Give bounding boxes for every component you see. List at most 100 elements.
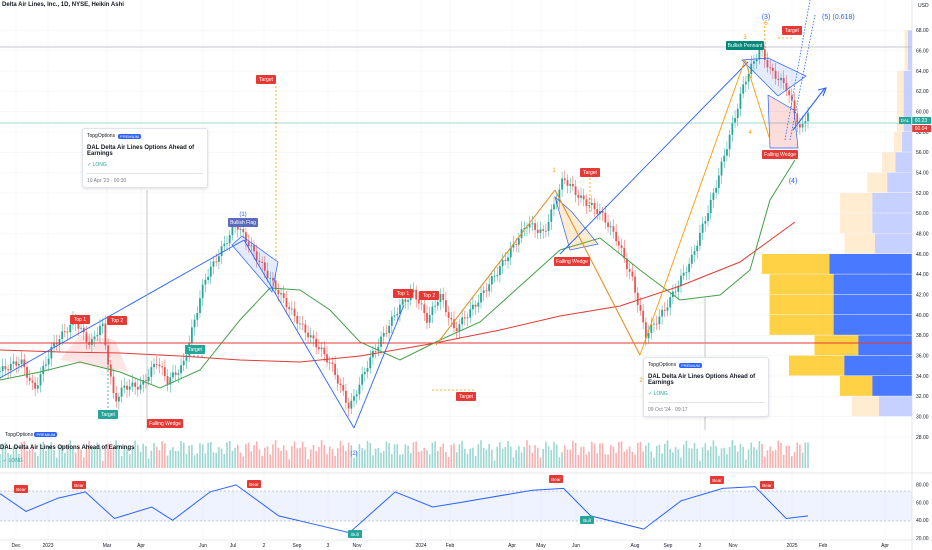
svg-text:Bear: Bear xyxy=(762,483,772,488)
volume-bar xyxy=(280,450,282,468)
volume-bar xyxy=(720,448,723,468)
candle-body xyxy=(193,319,196,328)
wave-1-label: (1) xyxy=(239,212,246,218)
volume-bar xyxy=(599,443,601,468)
target-label-2: Target xyxy=(580,168,600,177)
candle-body xyxy=(199,298,201,314)
volume-bar xyxy=(507,440,509,468)
target-label-3: Target xyxy=(456,392,476,401)
candle-body xyxy=(220,246,223,257)
volume-bar xyxy=(642,451,644,468)
annotation-labels: Top 1 Top 2 Top 1 Top 2 Target Target Ta… xyxy=(70,14,855,457)
candle-body xyxy=(245,232,247,243)
candle-body xyxy=(528,224,531,228)
volume-bar xyxy=(77,446,80,468)
candle-body xyxy=(228,234,231,244)
candle-body xyxy=(161,366,164,368)
volume-bar xyxy=(382,451,385,468)
candle-body xyxy=(123,385,126,388)
candle-body xyxy=(153,363,155,368)
idea-card-2[interactable]: TopgOptions PREMIUM DAL Delta Air Lines O… xyxy=(643,357,769,417)
price-tick-label: 40.00 xyxy=(916,313,929,319)
volume-bars xyxy=(0,440,809,468)
falling-wedge-label-2: Falling Wedge xyxy=(554,257,590,266)
volume-bar xyxy=(707,450,709,468)
volume-bar xyxy=(126,448,128,468)
candle-body xyxy=(9,363,12,371)
candle-body xyxy=(215,261,218,263)
profile-up xyxy=(840,213,873,234)
time-tick-label: 2025 xyxy=(786,543,797,549)
candle-body xyxy=(623,247,626,259)
volume-bar xyxy=(185,454,188,468)
volume-bar xyxy=(493,460,496,468)
volume-bar xyxy=(461,440,463,468)
candle-body xyxy=(326,354,328,363)
bullish-flag-shape xyxy=(231,235,279,293)
candle-body xyxy=(544,230,547,232)
candle-body xyxy=(172,372,174,378)
volume-bar xyxy=(680,457,682,468)
candle-body xyxy=(388,325,391,334)
candle-body xyxy=(377,346,380,352)
svg-text:Top 2: Top 2 xyxy=(111,318,123,324)
profile-down xyxy=(872,193,912,213)
candle-body xyxy=(280,293,282,295)
candle-body xyxy=(269,277,272,279)
price-tick-label: 60.00 xyxy=(916,109,929,115)
candle-body xyxy=(707,213,709,222)
candle-body xyxy=(509,247,512,258)
candle-body xyxy=(336,375,339,384)
volume-bar xyxy=(604,454,607,468)
candle-body xyxy=(717,175,720,188)
num-5-label: 5 xyxy=(764,21,768,27)
candle-body xyxy=(15,361,18,366)
svg-text:Bear: Bear xyxy=(249,482,259,487)
volume-bar xyxy=(699,460,701,468)
volume-bar xyxy=(207,442,209,468)
profile-down xyxy=(872,376,912,396)
candle-body xyxy=(736,108,739,119)
profile-up xyxy=(897,71,904,132)
volume-bar xyxy=(726,454,728,468)
rsi-pane: Bear Bear Bear Bear Bear Bear Bull Bull … xyxy=(0,472,932,542)
svg-text:Bullish Flag: Bullish Flag xyxy=(230,220,256,226)
candle-body xyxy=(634,276,636,293)
candle-body xyxy=(569,183,572,186)
time-tick-label: Mar xyxy=(103,543,112,549)
volume-bar xyxy=(577,455,580,468)
svg-text:Bear: Bear xyxy=(74,483,84,488)
candle-body xyxy=(517,238,520,245)
candle-body xyxy=(704,221,707,224)
volume-bar xyxy=(482,447,485,468)
candle-body xyxy=(85,332,88,342)
candle-body xyxy=(663,309,666,311)
volume-bar xyxy=(423,447,426,468)
volume-bar xyxy=(355,451,358,468)
volume-bar xyxy=(131,447,134,468)
volume-bar xyxy=(393,444,396,468)
volume-bar xyxy=(361,448,363,468)
candle-body xyxy=(436,302,439,306)
time-axis[interactable]: Dec 2023 Mar Apr Jun Jul 2 Sep 3 Nov 2024 Feb Apr May… xyxy=(12,543,890,549)
volume-bar xyxy=(518,446,520,468)
volume-bar xyxy=(309,449,312,468)
volume-bar xyxy=(239,452,242,468)
price-axis[interactable]: 68.00 66.00 64.00 62.00 60.00 58.00 56.00 54.00… xyxy=(916,28,929,441)
currency-label: USD xyxy=(918,3,929,9)
candle-body xyxy=(177,373,180,375)
volume-bar xyxy=(66,444,69,468)
volume-bar xyxy=(645,445,647,468)
volume-bar xyxy=(212,452,215,468)
volume-bar xyxy=(745,459,747,468)
candle-body xyxy=(777,78,780,81)
candle-body xyxy=(382,332,385,337)
volume-bar xyxy=(780,443,782,468)
idea-card-1[interactable]: TopgOptions PREMIUM DAL Delta Air Lines O… xyxy=(82,128,208,188)
volume-bar xyxy=(112,447,115,468)
profile-up xyxy=(852,396,879,417)
volume-bar xyxy=(272,444,274,468)
volume-bar xyxy=(612,446,615,468)
